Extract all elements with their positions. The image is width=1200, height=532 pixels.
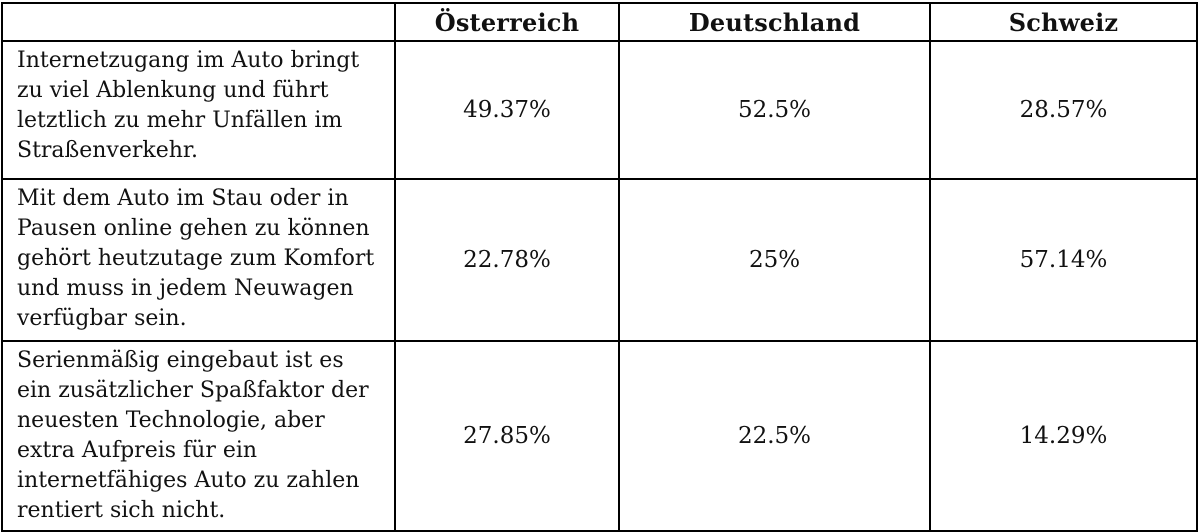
corner-cell [1,2,396,42]
value-germany-row2: 25% [618,178,931,342]
value-austria-row3: 27.85% [394,340,620,532]
value-austria-row1: 49.37% [394,40,620,180]
header-row: Österreich Deutschland Schweiz [1,2,1198,42]
value-switzerland-row1: 28.57% [929,40,1198,180]
table-row: Mit dem Auto im Stau oder in Pausen onli… [1,178,1198,342]
column-header-germany: Deutschland [618,2,931,42]
statement-fun-factor: Serienmäßig eingebaut ist es ein zusätzl… [1,340,396,532]
column-header-austria: Österreich [394,2,620,42]
table-row: Serienmäßig eingebaut ist es ein zusätzl… [1,340,1198,532]
value-austria-row2: 22.78% [394,178,620,342]
value-germany-row3: 22.5% [618,340,931,532]
value-switzerland-row3: 14.29% [929,340,1198,532]
table-row: Internetzugang im Auto bringt zu viel Ab… [1,40,1198,180]
statement-comfort: Mit dem Auto im Stau oder in Pausen onli… [1,178,396,342]
column-header-switzerland: Schweiz [929,2,1198,42]
value-switzerland-row2: 57.14% [929,178,1198,342]
statement-distraction: Internetzugang im Auto bringt zu viel Ab… [1,40,396,180]
value-germany-row1: 52.5% [618,40,931,180]
